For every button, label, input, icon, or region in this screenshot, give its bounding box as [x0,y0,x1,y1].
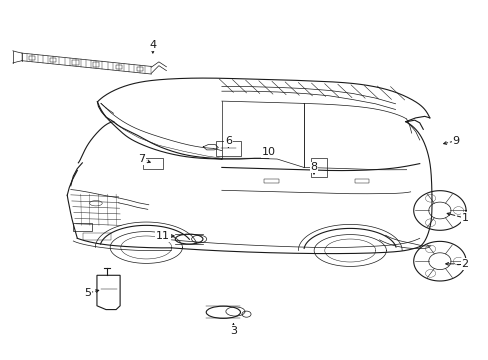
Bar [136,67,142,71]
Text: 9: 9 [451,136,459,146]
Text: 10: 10 [261,147,275,157]
Bar [115,64,122,69]
Text: 11: 11 [156,231,169,241]
Bar [263,179,278,183]
Bar [50,58,56,62]
Bar [355,179,368,183]
Text: 2: 2 [461,259,468,269]
Bar [29,56,35,60]
Bar [215,141,241,156]
Text: 8: 8 [310,162,317,172]
Text: 7: 7 [138,154,144,164]
Text: 1: 1 [461,213,468,223]
Text: 6: 6 [224,136,231,146]
Bar [142,158,163,169]
Bar [83,233,111,240]
Bar [72,60,79,65]
Bar [93,62,99,67]
Bar [311,158,326,177]
Text: 4: 4 [149,40,156,50]
Text: 3: 3 [229,326,237,336]
Text: 5: 5 [84,288,91,298]
Bar [73,223,92,231]
